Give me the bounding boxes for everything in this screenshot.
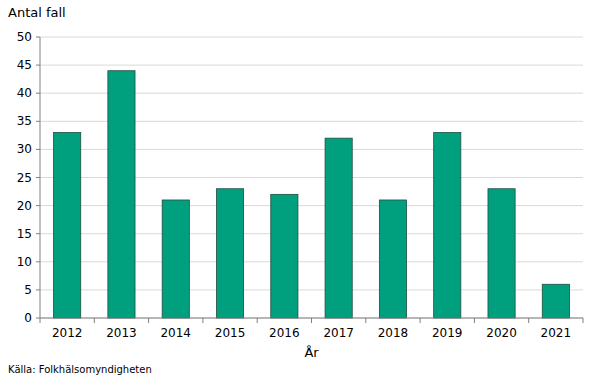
- y-tick-label: 25: [17, 171, 32, 185]
- x-tick: [365, 318, 366, 323]
- y-tick-label: 50: [17, 30, 32, 44]
- y-tick: [36, 289, 40, 290]
- grid-line: [40, 65, 583, 66]
- bar: [488, 189, 515, 318]
- grid-line: [40, 37, 583, 38]
- y-tick-label: 40: [17, 86, 32, 100]
- y-tick-label: 20: [17, 199, 32, 213]
- bar: [108, 71, 135, 318]
- x-axis-label: År: [304, 345, 319, 360]
- chart: 0 5 10 15 20 25 30 35 40 45 50 2012 2013 2014 2015 2016…: [0, 0, 605, 379]
- x-tick: [474, 318, 475, 323]
- x-tick-label: 2012: [52, 326, 83, 340]
- x-tick-label: 2021: [541, 326, 572, 340]
- bar: [162, 200, 189, 318]
- bar: [325, 138, 352, 318]
- x-tick: [40, 318, 41, 323]
- x-tick: [311, 318, 312, 323]
- y-tick-label: 30: [17, 142, 32, 156]
- y-tick: [36, 318, 40, 319]
- y-axis: [40, 37, 41, 318]
- x-tick: [257, 318, 258, 323]
- x-tick-label: 2015: [215, 326, 246, 340]
- x-tick-label: 2014: [160, 326, 191, 340]
- y-tick-label: 5: [24, 283, 32, 297]
- bar: [271, 194, 298, 318]
- y-tick: [36, 261, 40, 262]
- bar: [542, 284, 569, 318]
- y-tick: [36, 37, 40, 38]
- x-tick: [528, 318, 529, 323]
- x-tick-label: 2013: [106, 326, 137, 340]
- x-tick: [202, 318, 203, 323]
- x-tick: [583, 318, 584, 323]
- y-tick: [36, 177, 40, 178]
- source: Källa: Folkhälsomyndigheten: [8, 364, 152, 375]
- y-tick-label: 0: [24, 311, 32, 325]
- x-tick-label: 2017: [323, 326, 354, 340]
- y-tick: [36, 65, 40, 66]
- x-tick-label: 2020: [486, 326, 517, 340]
- x-tick-label: 2016: [269, 326, 300, 340]
- y-tick: [36, 149, 40, 150]
- bar: [216, 189, 243, 318]
- y-tick-label: 10: [17, 255, 32, 269]
- x-tick: [94, 318, 95, 323]
- y-tick: [36, 205, 40, 206]
- y-axis-label: Antal fall: [8, 5, 66, 20]
- bar: [434, 133, 461, 318]
- y-tick: [36, 93, 40, 94]
- x-tick-label: 2019: [432, 326, 463, 340]
- bar: [379, 200, 406, 318]
- bar: [54, 133, 81, 318]
- y-tick-label: 45: [17, 58, 32, 72]
- y-tick-label: 35: [17, 114, 32, 128]
- y-tick: [36, 233, 40, 234]
- x-tick: [148, 318, 149, 323]
- y-tick-label: 15: [17, 227, 32, 241]
- y-tick: [36, 121, 40, 122]
- x-tick-label: 2018: [378, 326, 409, 340]
- x-tick: [420, 318, 421, 323]
